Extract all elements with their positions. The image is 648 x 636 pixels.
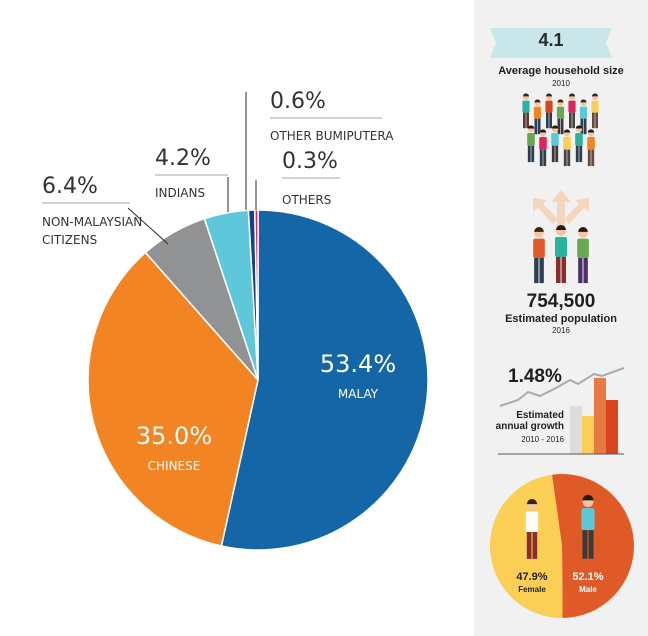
pie-slice-others (254, 209, 259, 381)
growth-label: Estimated annual growth (495, 410, 564, 432)
ribbon-ends (490, 28, 612, 58)
growth-bar (582, 416, 594, 454)
person-figure (545, 93, 553, 129)
person-figure (577, 227, 589, 284)
person-figure (556, 99, 565, 135)
growth-bar (570, 406, 582, 454)
household-size-banner (496, 28, 606, 58)
growth-bar (606, 400, 618, 454)
indians-value-label: 4.2% (155, 146, 211, 171)
person-figure (533, 99, 542, 135)
other-bumiputera-value-label: 0.6% (270, 89, 326, 114)
indians-name-label: INDIANS (155, 186, 205, 200)
person-figure (533, 227, 545, 284)
malay-value-label: 53.4% (320, 350, 396, 378)
malay-name-label: MALAY (338, 387, 379, 401)
chinese-value-label: 35.0% (136, 422, 212, 450)
other-bumiputera-name-label: OTHER BUMIPUTERA (270, 129, 394, 143)
non-malaysian-callout-line (127, 207, 169, 245)
growth-illustration (498, 367, 625, 455)
population-value: 754,500 (526, 291, 596, 312)
gender-slice-female (489, 474, 563, 619)
female-percent: 47.9% (516, 571, 547, 583)
others-value-label: 0.3% (282, 149, 338, 174)
male-percent: 52.1% (572, 571, 603, 583)
growth-bar (594, 378, 606, 454)
female-label: Female (518, 585, 546, 594)
chinese-name-label: CHINESE (148, 459, 201, 473)
non-malaysian-value-label: 6.4% (42, 174, 98, 199)
person-figure (581, 494, 595, 559)
others-name-label: OTHERS (282, 193, 331, 207)
person-figure (591, 93, 599, 129)
male-label: Male (579, 585, 597, 594)
population-year: 2016 (552, 326, 570, 335)
non-malaysian-name-label-line1: NON-MALAYSIAN (42, 215, 142, 229)
person-figure (568, 93, 576, 129)
household-size-value: 4.1 (538, 30, 564, 50)
pie-slice-malay (220, 209, 429, 551)
population-illustration (533, 190, 589, 284)
household-size-year: 2010 (552, 79, 570, 88)
person-figure (539, 129, 547, 167)
ethnic-pie-chart: 53.4% MALAY 35.0% CHINESE 6.4% NON-MALAYSIAN C… (42, 89, 429, 551)
person-figure (522, 93, 530, 129)
person-figure (551, 125, 559, 163)
person-figure (525, 498, 539, 559)
growth-years: 2010 - 2016 (521, 435, 564, 444)
person-figure (527, 125, 535, 163)
growth-value: 1.48% (508, 366, 562, 387)
non-malaysian-name-label-line2: CITIZENS (42, 233, 97, 247)
pie-slice-chinese (87, 251, 259, 547)
person-figure (575, 125, 583, 163)
crowd-illustration (522, 93, 599, 167)
person-figure (587, 129, 595, 167)
household-size-label: Average household size (498, 65, 624, 77)
person-figure (555, 225, 567, 283)
population-label: Estimated population (505, 313, 617, 325)
person-figure (563, 129, 571, 167)
gender-pie-chart: 47.9% Female 52.1% Male (489, 474, 634, 619)
person-figure (579, 99, 588, 135)
